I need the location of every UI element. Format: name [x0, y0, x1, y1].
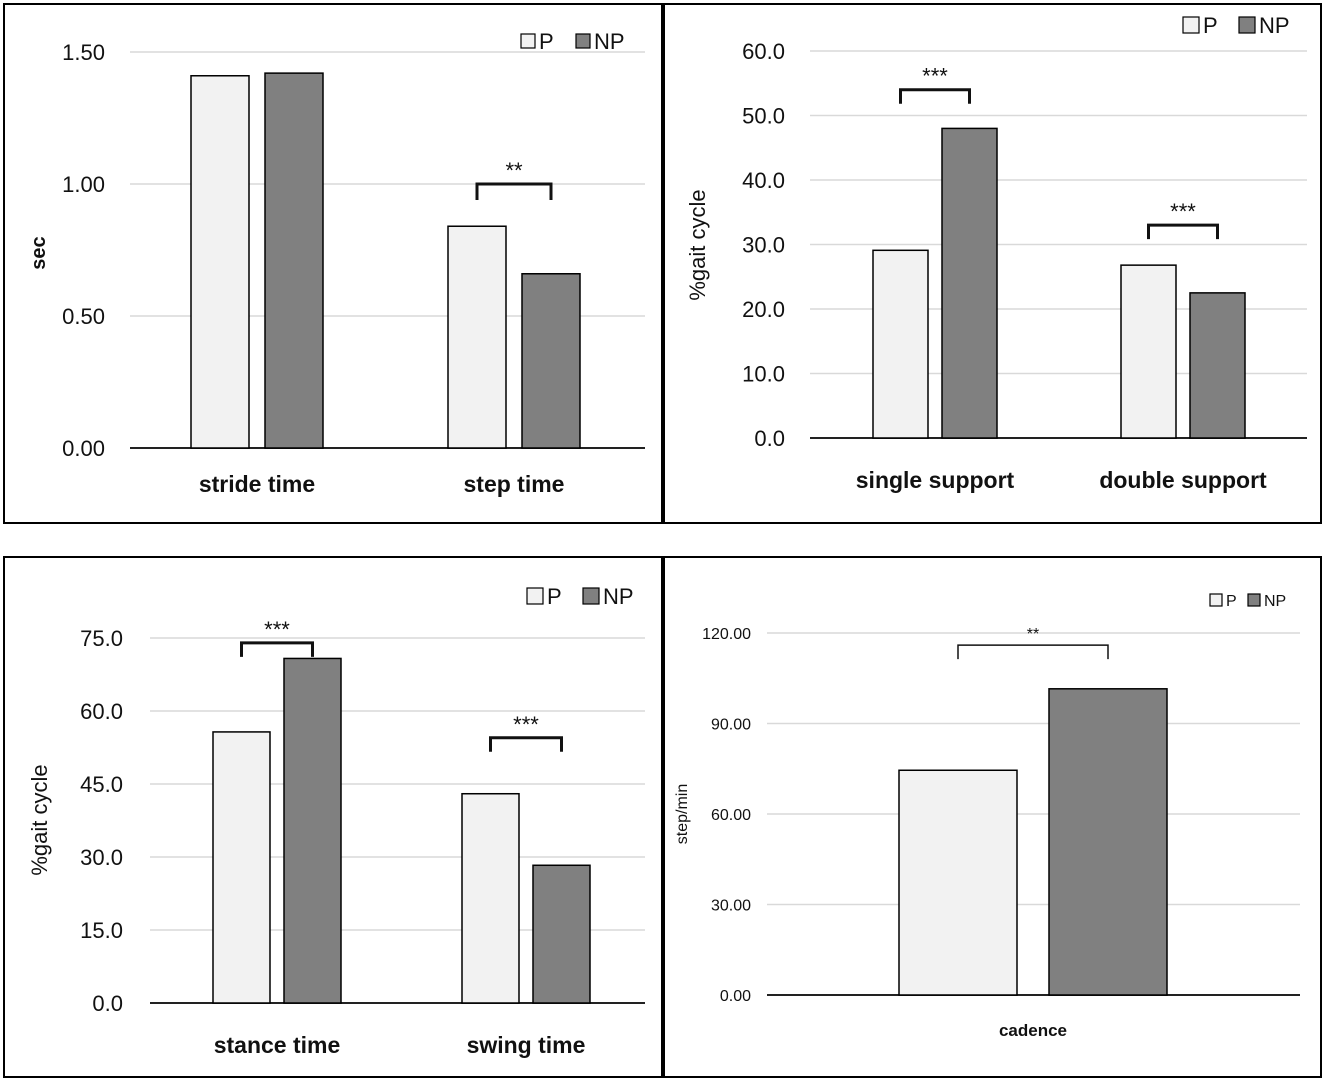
y-tick-label: 120.00 — [702, 626, 751, 643]
bar-p-step-time — [447, 225, 507, 449]
significance-bracket — [489, 736, 563, 752]
significance-bracket — [899, 88, 971, 104]
y-tick-label: 30.00 — [711, 897, 751, 914]
significance-label: *** — [513, 712, 539, 737]
chart-panel-stance-swing: 0.0 15.0 30.0 45.0 60.0 75.0 %gait cycle stance… — [3, 556, 663, 1078]
bar-np-stride-time — [264, 72, 324, 449]
bar-np-swing-time — [532, 864, 591, 1004]
legend-swatch-np — [1238, 16, 1256, 34]
significance-label: *** — [922, 64, 948, 89]
category-label: single support — [856, 467, 1015, 493]
y-tick-label: 1.00 — [62, 172, 105, 197]
category-label: stride time — [199, 471, 315, 497]
legend-swatch-np — [1247, 593, 1261, 607]
chart-stride-step: 0.00 0.50 1.00 1.50 sec stride time step time *… — [28, 29, 645, 497]
bar-np-step-time — [521, 273, 581, 449]
significance-label: ** — [1027, 626, 1039, 643]
legend-label-p: P — [1203, 13, 1218, 38]
y-axis-label: %gait cycle — [685, 189, 710, 300]
bar-p-swing-time — [461, 792, 520, 1004]
y-tick-label: 0.00 — [62, 436, 105, 461]
legend-label-np: NP — [1259, 13, 1290, 38]
legend-label-np: NP — [1264, 593, 1286, 610]
category-label: stance time — [214, 1032, 341, 1058]
category-label: step time — [464, 471, 565, 497]
y-tick-label: 30.0 — [80, 845, 123, 870]
y-tick-label: 60.0 — [742, 39, 785, 64]
chart-stance-swing: 0.0 15.0 30.0 45.0 60.0 75.0 %gait cycle stance… — [27, 584, 645, 1058]
y-tick-label: 45.0 — [80, 772, 123, 797]
chart-cadence: 0.00 30.00 60.00 90.00 120.00 step/min cadence… — [674, 593, 1300, 1040]
bar-np-cadence — [1048, 688, 1168, 996]
y-tick-label: 75.0 — [80, 626, 123, 651]
y-tick-label: 60.0 — [80, 699, 123, 724]
bar-np-single-support — [941, 127, 998, 439]
y-tick-label: 15.0 — [80, 918, 123, 943]
bar-p-stride-time — [190, 75, 250, 449]
significance-bracket — [957, 644, 1109, 660]
chart-panel-cadence: 0.00 30.00 60.00 90.00 120.00 step/min cadence… — [663, 556, 1322, 1078]
y-tick-label: 50.0 — [742, 103, 785, 128]
significance-label: *** — [264, 617, 290, 642]
chart-support: 0.0 10.0 20.0 30.0 40.0 50.0 60.0 %gait cycle si… — [685, 13, 1307, 493]
category-label: cadence — [999, 1021, 1067, 1040]
y-tick-label: 1.50 — [62, 40, 105, 65]
y-tick-label: 0.50 — [62, 304, 105, 329]
y-tick-label: 90.00 — [711, 716, 751, 733]
legend-label-p: P — [547, 584, 562, 609]
y-tick-label: 10.0 — [742, 361, 785, 386]
chart-panel-support: 0.0 10.0 20.0 30.0 40.0 50.0 60.0 %gait cycle si… — [663, 3, 1322, 524]
legend-label-np: NP — [594, 29, 625, 54]
significance-label: *** — [1170, 199, 1196, 224]
significance-bracket — [475, 182, 553, 200]
legend-label-p: P — [539, 29, 554, 54]
y-tick-label: 60.00 — [711, 807, 751, 824]
y-axis-label: %gait cycle — [27, 764, 52, 875]
legend-swatch-p — [1182, 16, 1200, 34]
y-tick-label: 20.0 — [742, 297, 785, 322]
significance-bracket — [1147, 223, 1219, 240]
y-tick-label: 40.0 — [742, 168, 785, 193]
category-label: swing time — [467, 1032, 586, 1058]
legend-swatch-np — [575, 33, 591, 49]
bar-np-stance-time — [283, 657, 342, 1004]
legend-swatch-np — [582, 587, 600, 605]
legend-label-np: NP — [603, 584, 634, 609]
y-tick-label: 30.0 — [742, 232, 785, 257]
y-tick-label: 0.0 — [92, 991, 123, 1016]
chart-panel-stride-step: 0.00 0.50 1.00 1.50 sec stride time step time *… — [3, 3, 663, 524]
legend-label-p: P — [1226, 593, 1237, 610]
legend-swatch-p — [520, 33, 536, 49]
bar-p-stance-time — [212, 731, 271, 1004]
legend-swatch-p — [526, 587, 544, 605]
y-axis-label: step/min — [674, 784, 691, 844]
significance-bracket — [240, 641, 314, 657]
y-tick-label: 0.00 — [720, 988, 751, 1005]
legend-swatch-p — [1209, 593, 1223, 607]
bar-p-double-support — [1120, 264, 1177, 439]
bar-p-cadence — [898, 769, 1018, 996]
significance-label: ** — [505, 158, 523, 183]
bar-np-double-support — [1189, 292, 1246, 439]
y-axis-label: sec — [28, 236, 50, 269]
bar-p-single-support — [872, 249, 929, 439]
y-tick-label: 0.0 — [754, 426, 785, 451]
category-label: double support — [1099, 467, 1267, 493]
